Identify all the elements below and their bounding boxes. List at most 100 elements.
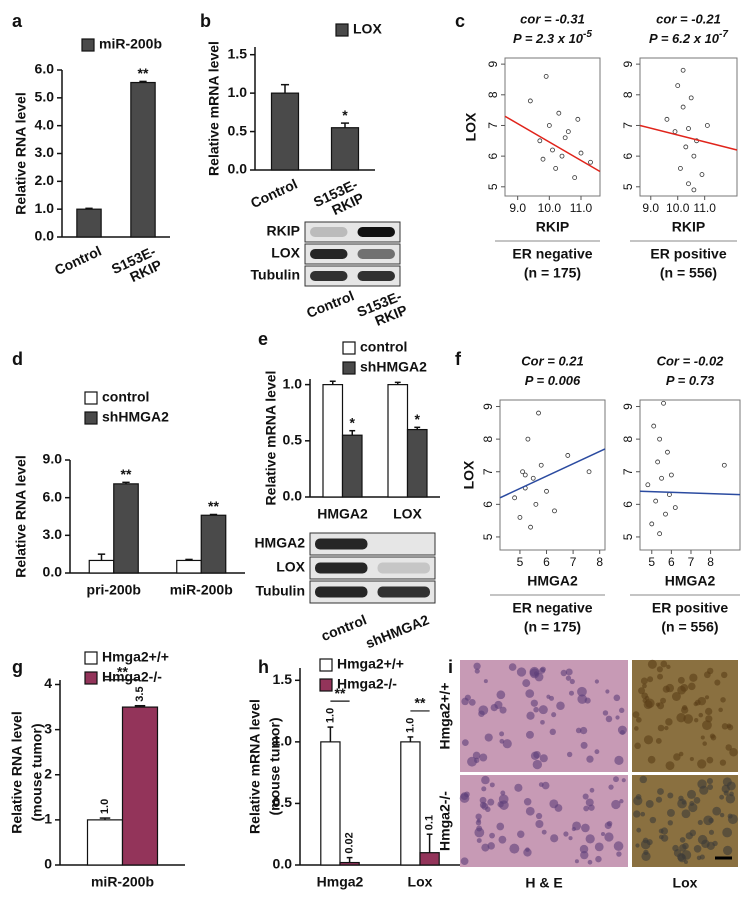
y-tick-label: 0.0 xyxy=(273,856,293,872)
y-axis-label: LOX xyxy=(461,460,477,489)
cell-nucleus xyxy=(689,673,698,682)
cell-nucleus xyxy=(658,834,664,840)
scatter-point xyxy=(691,153,697,159)
y-tick-label: 5.0 xyxy=(35,89,55,105)
cell-nucleus xyxy=(523,848,532,857)
bar xyxy=(320,741,341,866)
cell-nucleus xyxy=(613,841,624,851)
x-tick-label: LOX xyxy=(393,506,422,522)
cell-nucleus xyxy=(574,859,579,864)
cell-nucleus xyxy=(678,795,684,801)
bar xyxy=(176,559,202,574)
y-axis-label: Relative mRNA level xyxy=(263,371,279,506)
scatter-point xyxy=(575,116,581,122)
cell-nucleus xyxy=(473,662,481,670)
y-tick-label: 0.5 xyxy=(228,122,248,138)
stat-correlation: cor = -0.31 xyxy=(520,11,585,26)
panel-letter: g xyxy=(12,657,23,677)
cell-nucleus xyxy=(662,685,670,693)
scatter-point xyxy=(533,501,539,507)
cell-nucleus xyxy=(697,696,707,706)
cell-nucleus xyxy=(704,695,710,700)
cell-nucleus xyxy=(538,705,548,715)
cell-nucleus xyxy=(517,830,525,839)
legend-swatch xyxy=(84,671,98,685)
cell-nucleus xyxy=(729,747,738,757)
panel-letter: a xyxy=(12,11,23,31)
y-axis-label: Relative mRNA level xyxy=(206,41,222,176)
cell-nucleus xyxy=(530,699,538,707)
stat-p-exponent: -7 xyxy=(719,29,728,40)
cell-nucleus xyxy=(657,788,664,795)
scatter-point xyxy=(686,126,691,131)
cell-nucleus xyxy=(697,834,708,845)
scatter-point xyxy=(572,175,578,181)
significance: ** xyxy=(208,498,219,514)
x-tick-label: 6 xyxy=(543,555,550,569)
y-tick-label: 5 xyxy=(481,533,495,540)
y-tick-label: 6 xyxy=(621,501,635,508)
y-tick-label: 3.0 xyxy=(43,526,63,542)
stat-p-text: P = 6.2 x 10 xyxy=(649,31,720,46)
fit-line xyxy=(504,115,601,173)
cell-nucleus xyxy=(638,687,646,695)
cell-nucleus xyxy=(655,702,660,707)
bar xyxy=(387,384,409,498)
blot-row-label: Tubulin xyxy=(256,583,306,599)
cell-nucleus xyxy=(705,707,713,716)
blot-lane-label: control xyxy=(319,611,369,644)
cell-nucleus xyxy=(655,738,662,744)
scatter-point xyxy=(562,135,568,141)
bar xyxy=(88,559,115,574)
blot-lane-label: S153E-RKIP xyxy=(354,287,409,333)
legend-label: Hmga2+/+ xyxy=(102,649,169,665)
cell-nucleus xyxy=(587,859,593,865)
y-tick-label: 1.0 xyxy=(35,200,55,216)
cell-nucleus xyxy=(600,831,606,836)
y-tick-label: 1.5 xyxy=(273,671,293,687)
x-tick-label: 8 xyxy=(707,555,714,569)
bar xyxy=(113,483,139,574)
cell-nucleus xyxy=(604,832,614,842)
cell-nucleus xyxy=(698,712,704,718)
cell-nucleus xyxy=(620,730,625,735)
bar xyxy=(330,127,360,171)
cell-nucleus xyxy=(533,706,539,713)
group-label: ER negative xyxy=(512,600,592,616)
x-tick-label: HMGA2 xyxy=(317,506,368,522)
bar xyxy=(400,741,421,866)
blot-band xyxy=(357,227,395,237)
cell-nucleus xyxy=(560,669,568,677)
cell-nucleus xyxy=(594,842,604,852)
group-label: (n = 556) xyxy=(661,619,718,635)
cell-nucleus xyxy=(479,796,487,804)
cell-nucleus xyxy=(677,676,685,684)
x-tick-label: S153E-RKIP xyxy=(109,242,165,290)
cell-nucleus xyxy=(575,727,582,734)
cell-nucleus xyxy=(619,799,624,804)
cell-nucleus xyxy=(586,755,594,763)
scatter-point xyxy=(565,129,571,135)
cell-nucleus xyxy=(696,855,702,861)
cell-nucleus xyxy=(608,784,614,790)
cell-nucleus xyxy=(594,749,600,755)
row-label: Hmga2+/+ xyxy=(437,683,453,750)
cell-nucleus xyxy=(649,816,657,824)
cell-nucleus xyxy=(565,675,572,681)
cell-nucleus xyxy=(499,731,505,737)
scatter-point xyxy=(663,511,668,517)
group-label: ER negative xyxy=(512,246,592,262)
cell-nucleus xyxy=(535,812,543,820)
y-tick-label: 6.0 xyxy=(35,61,55,77)
plot-frame xyxy=(639,57,738,197)
cell-nucleus xyxy=(697,779,707,789)
y-tick-label: 5 xyxy=(486,183,500,190)
blot-band xyxy=(315,586,368,598)
scatter-point xyxy=(691,187,697,193)
blot-band xyxy=(357,249,395,259)
cell-nucleus xyxy=(579,844,589,854)
cell-nucleus xyxy=(621,778,626,783)
cell-nucleus xyxy=(475,813,482,820)
cell-nucleus xyxy=(522,679,531,688)
